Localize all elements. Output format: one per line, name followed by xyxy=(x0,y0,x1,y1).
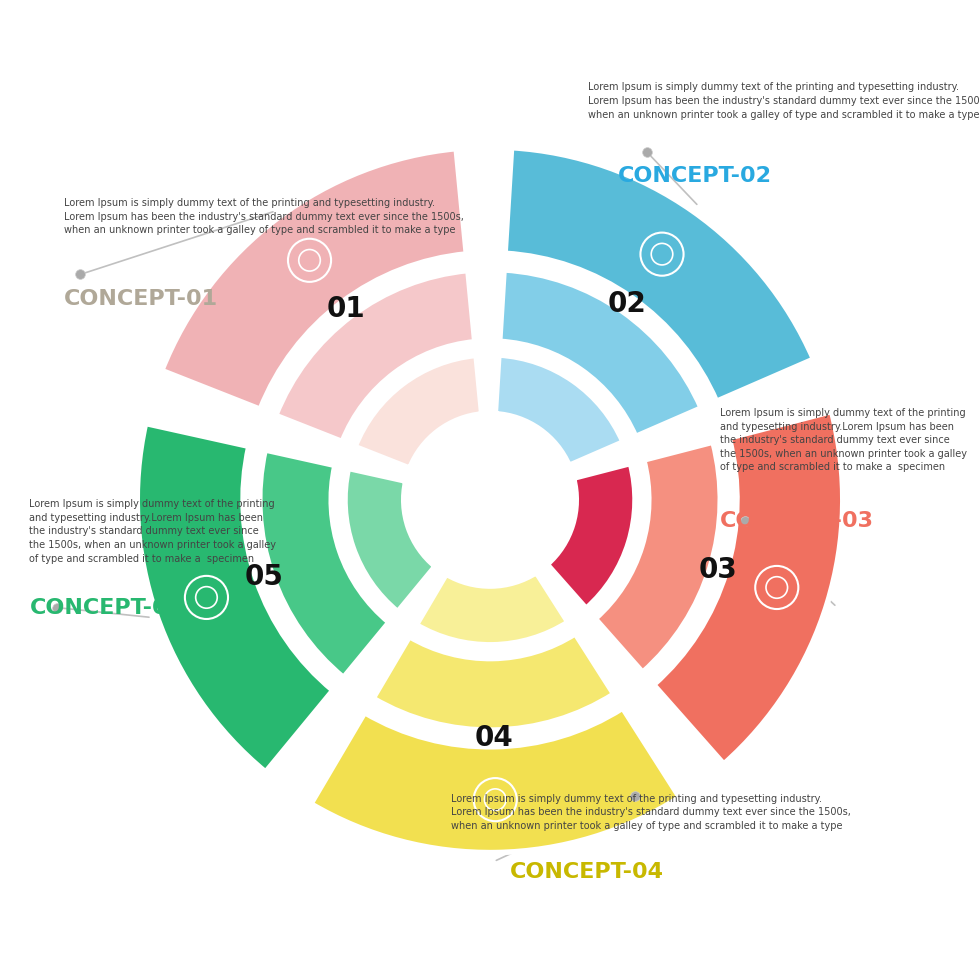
Circle shape xyxy=(406,416,574,584)
Text: 03: 03 xyxy=(699,556,738,583)
Wedge shape xyxy=(547,464,635,609)
Text: Lorem Ipsum is simply dummy text of the printing
and typesetting industry.Lorem : Lorem Ipsum is simply dummy text of the … xyxy=(720,408,967,472)
Wedge shape xyxy=(416,572,568,645)
Wedge shape xyxy=(137,423,333,772)
Wedge shape xyxy=(275,270,474,442)
Text: Lorem Ipsum is simply dummy text of the printing and typesetting industry.
Lorem: Lorem Ipsum is simply dummy text of the … xyxy=(64,198,464,235)
Wedge shape xyxy=(595,442,720,672)
Text: Lorem Ipsum is simply dummy text of the printing and typesetting industry.
Lorem: Lorem Ipsum is simply dummy text of the … xyxy=(588,82,980,120)
Text: CONCEPT-04: CONCEPT-04 xyxy=(510,862,663,882)
Text: Lorem Ipsum is simply dummy text of the printing and typesetting industry.
Lorem: Lorem Ipsum is simply dummy text of the … xyxy=(451,794,851,831)
Wedge shape xyxy=(162,149,466,410)
Wedge shape xyxy=(373,634,613,730)
Text: 02: 02 xyxy=(608,290,646,318)
Text: Lorem Ipsum is simply dummy text of the printing
and typesetting industry.Lorem : Lorem Ipsum is simply dummy text of the … xyxy=(29,499,276,564)
Wedge shape xyxy=(505,148,813,402)
Text: 01: 01 xyxy=(327,295,366,323)
Text: CONCEPT-01: CONCEPT-01 xyxy=(64,289,218,309)
Wedge shape xyxy=(355,356,482,468)
Wedge shape xyxy=(311,709,679,853)
Text: CONCEPT-05: CONCEPT-05 xyxy=(29,598,183,617)
Text: CONCEPT-02: CONCEPT-02 xyxy=(617,167,771,186)
Text: 04: 04 xyxy=(474,724,514,753)
Wedge shape xyxy=(495,355,623,466)
Wedge shape xyxy=(260,450,389,677)
Text: 05: 05 xyxy=(245,564,284,592)
Wedge shape xyxy=(654,412,843,764)
Wedge shape xyxy=(500,270,702,436)
Text: CONCEPT-03: CONCEPT-03 xyxy=(720,512,874,531)
Wedge shape xyxy=(345,468,435,612)
